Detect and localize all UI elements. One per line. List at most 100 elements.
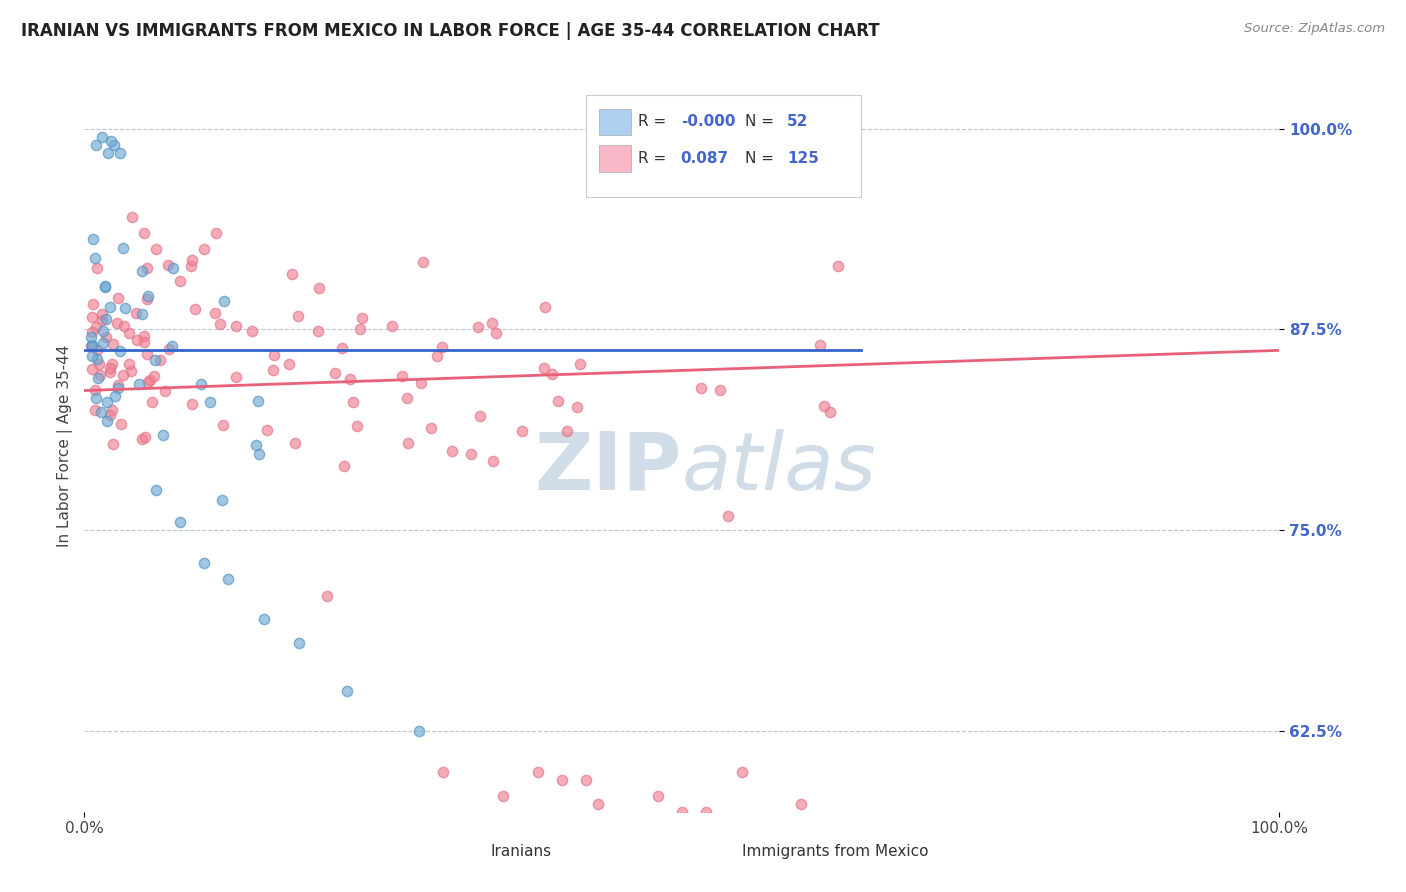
Point bbox=[647, 789, 669, 803]
Point bbox=[84, 403, 107, 417]
Point bbox=[565, 400, 588, 414]
Point bbox=[709, 383, 731, 397]
Point bbox=[181, 397, 204, 411]
Point bbox=[134, 334, 156, 349]
Point bbox=[152, 428, 174, 442]
Point bbox=[808, 337, 831, 351]
Point bbox=[96, 414, 118, 428]
Point bbox=[94, 280, 117, 294]
Point bbox=[695, 805, 717, 819]
Point bbox=[82, 297, 104, 311]
Text: N =: N = bbox=[745, 151, 779, 166]
Point bbox=[470, 409, 492, 424]
Point bbox=[432, 764, 454, 779]
Point bbox=[98, 366, 121, 380]
Point bbox=[336, 684, 359, 698]
Point bbox=[91, 129, 114, 144]
Point bbox=[136, 288, 159, 302]
Point bbox=[101, 402, 124, 417]
Point bbox=[136, 347, 159, 361]
Point bbox=[98, 360, 121, 375]
Point bbox=[441, 444, 464, 458]
FancyBboxPatch shape bbox=[586, 95, 862, 197]
Point bbox=[333, 458, 356, 473]
Point bbox=[533, 360, 555, 375]
Point bbox=[80, 310, 103, 324]
Point bbox=[136, 293, 159, 307]
Point bbox=[349, 321, 371, 335]
Point bbox=[481, 316, 503, 330]
Point bbox=[139, 373, 162, 387]
Point bbox=[105, 316, 128, 330]
Point bbox=[181, 253, 204, 268]
Point bbox=[104, 389, 127, 403]
Point bbox=[408, 724, 430, 739]
Point bbox=[169, 274, 191, 288]
Point bbox=[162, 339, 184, 353]
Point bbox=[91, 312, 114, 326]
Point bbox=[395, 391, 418, 405]
Point bbox=[98, 300, 121, 314]
Text: R =: R = bbox=[638, 114, 671, 129]
Point bbox=[91, 324, 114, 338]
Point bbox=[211, 493, 233, 508]
Point bbox=[80, 349, 103, 363]
Point bbox=[153, 384, 176, 399]
Point bbox=[330, 342, 353, 356]
Point bbox=[149, 352, 172, 367]
Point bbox=[184, 302, 207, 317]
Point bbox=[412, 255, 434, 269]
Point bbox=[381, 318, 404, 333]
Point bbox=[143, 352, 166, 367]
Point bbox=[190, 376, 212, 391]
Point bbox=[323, 366, 346, 380]
Point bbox=[82, 232, 104, 246]
Point bbox=[193, 556, 215, 570]
Point bbox=[426, 349, 449, 363]
Text: atlas: atlas bbox=[682, 429, 877, 507]
Point bbox=[346, 419, 368, 434]
Point bbox=[112, 319, 135, 334]
Point bbox=[420, 420, 443, 434]
Text: Iranians: Iranians bbox=[491, 845, 551, 860]
Point bbox=[527, 764, 550, 779]
Point bbox=[263, 347, 285, 361]
Point bbox=[588, 797, 610, 811]
Point bbox=[89, 368, 111, 383]
Point bbox=[827, 259, 849, 273]
FancyBboxPatch shape bbox=[599, 145, 630, 171]
Point bbox=[689, 381, 711, 395]
Point bbox=[86, 260, 108, 275]
Point bbox=[225, 370, 247, 384]
Point bbox=[205, 226, 228, 240]
Point bbox=[342, 395, 364, 409]
Point bbox=[157, 343, 180, 357]
Point bbox=[492, 789, 515, 803]
Point bbox=[114, 301, 136, 315]
Point bbox=[131, 307, 153, 321]
Point bbox=[80, 329, 103, 343]
Point bbox=[96, 395, 118, 409]
Point bbox=[107, 291, 129, 305]
Point bbox=[790, 797, 813, 811]
Point bbox=[157, 258, 180, 272]
Point bbox=[118, 326, 141, 340]
Point bbox=[90, 307, 112, 321]
Point bbox=[84, 383, 107, 397]
Point bbox=[125, 333, 148, 347]
Text: 125: 125 bbox=[787, 151, 818, 166]
Point bbox=[101, 437, 124, 451]
FancyBboxPatch shape bbox=[703, 843, 734, 863]
Point bbox=[84, 252, 107, 266]
Point bbox=[557, 424, 579, 438]
Point bbox=[208, 317, 231, 331]
Point bbox=[80, 338, 103, 352]
Point bbox=[103, 337, 125, 351]
Point bbox=[108, 343, 131, 358]
Point bbox=[541, 367, 564, 381]
Point bbox=[467, 319, 489, 334]
Point bbox=[100, 357, 122, 371]
Text: N =: N = bbox=[745, 114, 779, 129]
Point bbox=[107, 377, 129, 392]
Point bbox=[136, 375, 159, 389]
